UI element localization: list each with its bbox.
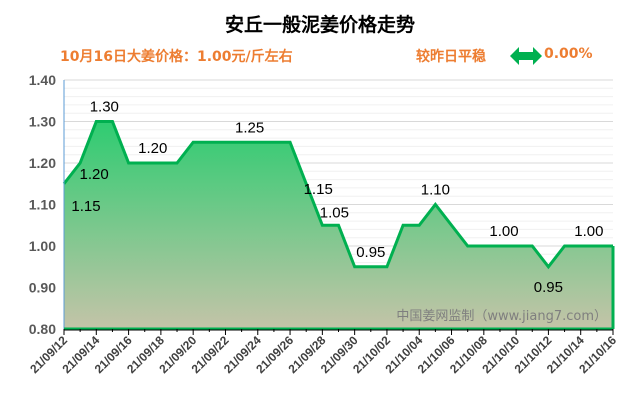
price-summary: 10月16日大姜价格：1.00元/斤左右: [60, 49, 293, 65]
chart-title: 安丘一般泥姜价格走势: [224, 14, 415, 36]
data-label: 1.25: [235, 119, 264, 136]
y-tick-label: 1.10: [29, 197, 56, 213]
y-tick-label: 1.40: [29, 72, 56, 88]
data-label: 1.30: [90, 99, 119, 116]
y-tick-label: 0.80: [29, 321, 56, 337]
data-label: 1.15: [71, 198, 100, 215]
y-tick-label: 0.90: [29, 280, 56, 296]
data-label: 0.95: [534, 279, 563, 296]
data-label: 1.15: [304, 181, 333, 198]
data-label: 1.00: [489, 223, 518, 240]
data-label: 1.00: [574, 223, 603, 240]
data-label: 1.10: [421, 182, 450, 199]
y-tick-label: 1.00: [29, 238, 56, 254]
data-label: 1.20: [80, 166, 109, 183]
y-tick-label: 1.30: [29, 114, 56, 130]
y-tick-label: 1.20: [29, 155, 56, 171]
change-percent: 0.00%: [544, 46, 593, 62]
double-arrow-icon: [510, 47, 542, 65]
data-label: 0.95: [356, 244, 385, 261]
data-label: 1.05: [320, 204, 349, 221]
compare-text: 较昨日平稳: [416, 49, 486, 65]
data-label: 1.20: [138, 140, 167, 157]
watermark: 中国姜网监制（www.jiang7.com）: [396, 309, 607, 324]
series-line: [62, 120, 613, 270]
